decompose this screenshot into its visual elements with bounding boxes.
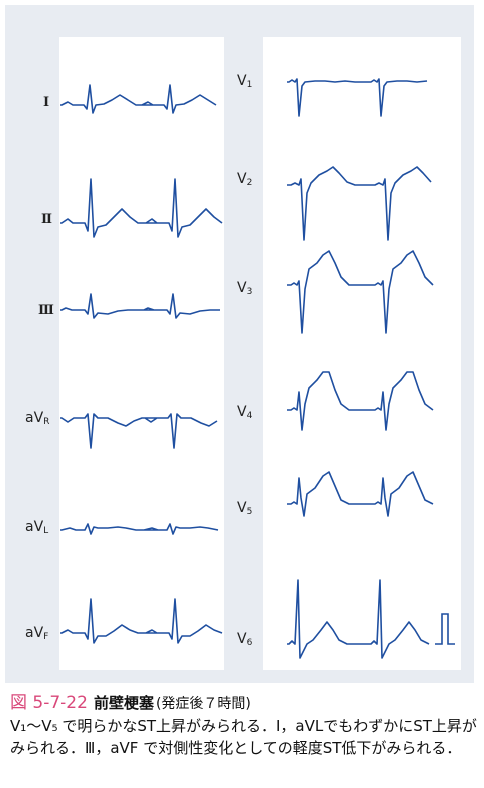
- lead-label-V5: V5: [237, 500, 253, 517]
- lead-label-I: Ⅰ: [43, 95, 49, 110]
- ecg-trace-lead-V1: [287, 78, 428, 117]
- lead-label-aVF: aVF: [25, 625, 49, 642]
- ecg-trace-lead-aVL: [60, 523, 219, 535]
- ecg-trace-lead-II: [60, 178, 223, 238]
- ecg-trace-lead-aVF: [60, 598, 223, 644]
- ecg-trace-lead-V3: [287, 250, 434, 334]
- ecg-figure-panel: Ⅰ Ⅱ Ⅲ aVR aVL aVF V1 V2 V3 V4 V5 V6: [5, 5, 474, 683]
- ecg-waveform: [287, 166, 432, 241]
- ecg-trace-lead-I: [60, 84, 217, 114]
- ecg-trace-lead-V2: [287, 166, 432, 241]
- lead-label-III: Ⅲ: [38, 303, 54, 318]
- caption-body: V₁～V₅ で明らかなST上昇がみられる．Ⅰ，aVLでもわずかにST上昇がみられ…: [10, 717, 477, 757]
- caption-title-line: 図 5-7-22 前壁梗塞 (発症後７時間): [10, 692, 478, 715]
- limb-leads-strip: [59, 37, 224, 670]
- ecg-waveform: [60, 178, 223, 238]
- ecg-waveform: [287, 78, 428, 117]
- chest-leads-strip: [263, 37, 461, 670]
- ecg-trace-lead-aVR: [60, 413, 218, 449]
- ecg-waveform: [60, 523, 219, 535]
- lead-label-aVL: aVL: [25, 519, 49, 536]
- lead-label-V3: V3: [237, 280, 253, 297]
- ecg-waveform: [60, 293, 220, 319]
- figure-subtitle: (発症後７時間): [155, 696, 251, 712]
- ecg-waveform: [287, 471, 434, 517]
- lead-label-V4: V4: [237, 404, 253, 421]
- lead-label-aVR: aVR: [25, 410, 50, 427]
- lead-label-II: Ⅱ: [41, 212, 52, 227]
- ecg-trace-lead-V5: [287, 471, 434, 517]
- figure-number: 図 5-7-22: [10, 693, 88, 713]
- ecg-waveform: [60, 413, 218, 449]
- lead-label-V2: V2: [237, 171, 253, 188]
- figure-title: 前壁梗塞: [93, 694, 154, 712]
- lead-label-V6: V6: [237, 631, 253, 648]
- ecg-waveform: [287, 579, 430, 659]
- ecg-waveform: [287, 250, 434, 334]
- figure-caption: 図 5-7-22 前壁梗塞 (発症後７時間) V₁～V₅ で明らかなST上昇がみられ…: [10, 692, 478, 759]
- ecg-waveform: [60, 84, 217, 114]
- ecg-trace-lead-III: [60, 293, 220, 319]
- ecg-trace-lead-V6: [287, 579, 455, 659]
- ecg-waveform: [287, 371, 434, 431]
- ecg-waveform: [60, 598, 223, 644]
- lead-label-V1: V1: [237, 73, 253, 90]
- ecg-trace-lead-V4: [287, 371, 434, 431]
- calibration-pulse: [435, 613, 455, 645]
